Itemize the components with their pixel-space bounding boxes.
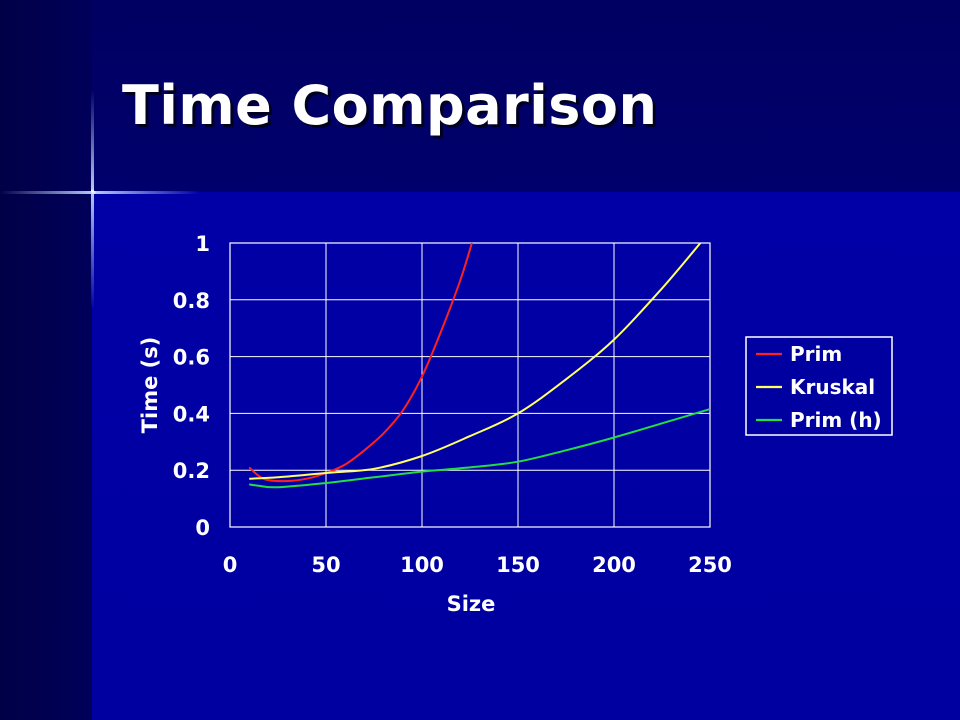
chart-legend: Prim Kruskal Prim (h) <box>745 336 893 436</box>
y-tick-label: 0.2 <box>173 459 210 483</box>
y-tick-label: 1 <box>195 232 210 256</box>
y-tick-label: 0.8 <box>173 289 210 313</box>
slide-title: Time Comparison <box>122 74 658 137</box>
x-tick-label: 0 <box>223 553 238 577</box>
background-left-band <box>0 0 92 720</box>
x-tick-label: 100 <box>400 553 444 577</box>
chart-grid <box>229 242 711 528</box>
series-line-prim-h <box>249 408 711 489</box>
x-tick-label: 150 <box>496 553 540 577</box>
legend-label-prim: Prim <box>790 342 842 366</box>
series-line-kruskal <box>249 242 702 480</box>
background-title-band <box>92 0 960 192</box>
chart-series <box>248 242 711 489</box>
x-tick-label: 250 <box>688 553 732 577</box>
legend-label-prim-h: Prim (h) <box>790 408 882 432</box>
background-content-area <box>92 192 960 720</box>
y-tick-label: 0.4 <box>173 402 210 426</box>
chart-ticks: 0 50 100 150 200 250 0 0.2 0.4 0.6 0.8 1 <box>173 232 732 577</box>
light-flare-horizontal <box>0 191 200 194</box>
x-axis-label: Size <box>447 592 496 616</box>
x-tick-label: 200 <box>592 553 636 577</box>
y-tick-label: 0 <box>195 516 210 540</box>
y-tick-label: 0.6 <box>173 346 210 370</box>
legend-label-kruskal: Kruskal <box>790 375 875 399</box>
x-tick-label: 50 <box>311 553 340 577</box>
y-axis-label: Time (s) <box>138 337 162 434</box>
light-flare-vertical <box>91 90 94 310</box>
series-line-prim <box>248 242 473 483</box>
